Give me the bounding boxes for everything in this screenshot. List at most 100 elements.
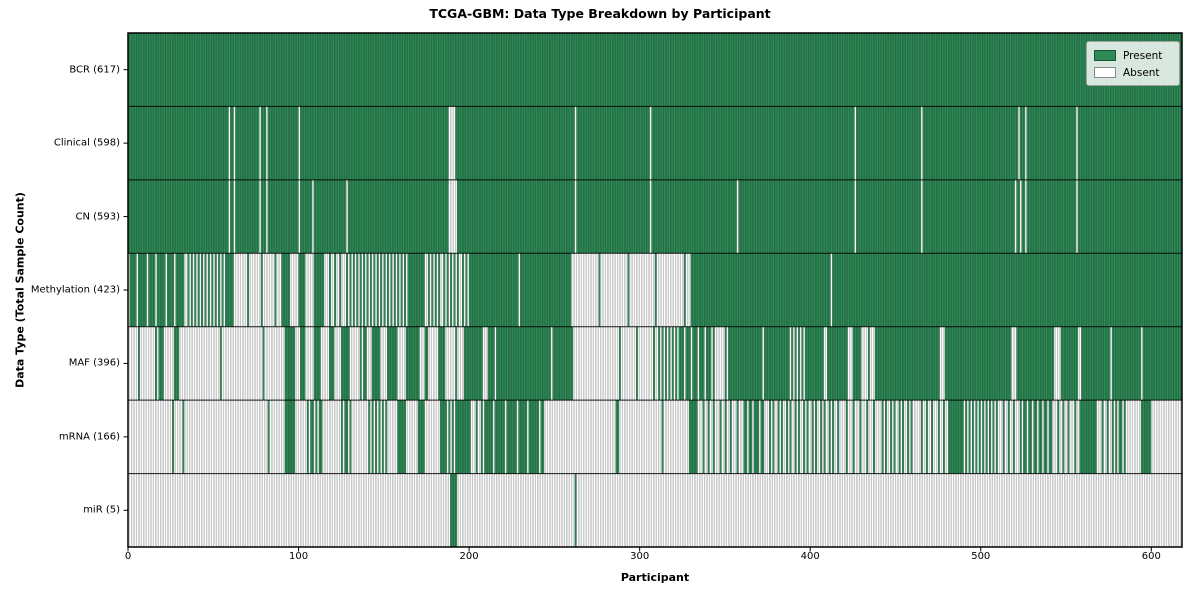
- cell-present: [980, 179, 983, 254]
- cell-absent: [286, 473, 289, 548]
- cell-present: [402, 399, 405, 474]
- cell-present: [845, 179, 848, 254]
- cell-present: [1000, 179, 1004, 254]
- cell-present: [419, 179, 422, 254]
- cell-present: [455, 399, 458, 474]
- cell-absent: [383, 473, 386, 548]
- cell-absent: [1018, 106, 1021, 181]
- cell-absent: [1137, 473, 1140, 548]
- cell-present: [1050, 253, 1053, 327]
- cell-absent: [446, 326, 449, 401]
- cell-present: [748, 106, 751, 181]
- cell-present: [506, 326, 509, 401]
- cell-present: [900, 326, 903, 401]
- cell-present: [755, 32, 758, 107]
- cell-present: [886, 106, 889, 181]
- cell-present: [762, 179, 765, 254]
- cell-present: [385, 399, 388, 474]
- present-swatch-icon: [1094, 50, 1116, 61]
- cell-present: [1028, 179, 1031, 254]
- cell-absent: [569, 399, 572, 474]
- cell-present: [751, 32, 755, 107]
- cell-absent: [736, 179, 739, 254]
- cell-present: [136, 179, 139, 254]
- cell-present: [821, 32, 825, 107]
- cell-present: [300, 179, 303, 254]
- cell-present: [678, 32, 681, 107]
- cell-present: [857, 253, 860, 327]
- cell-present: [567, 326, 570, 401]
- cell-present: [789, 106, 792, 181]
- cell-absent: [659, 253, 663, 327]
- cell-absent: [973, 473, 976, 548]
- cell-present: [671, 32, 675, 107]
- cell-present: [359, 253, 362, 327]
- cell-present: [1069, 106, 1072, 181]
- cell-absent: [405, 473, 408, 548]
- cell-present: [137, 32, 141, 107]
- cell-present: [601, 106, 605, 181]
- cell-present: [421, 179, 424, 254]
- cell-present: [132, 253, 136, 327]
- cell-present: [199, 32, 202, 107]
- cell-absent: [908, 399, 912, 474]
- cell-present: [468, 32, 472, 107]
- cell-present: [1064, 253, 1067, 327]
- cell-present: [651, 32, 654, 107]
- cell-absent: [1169, 473, 1173, 548]
- cell-present: [349, 106, 352, 181]
- cell-absent: [859, 473, 862, 548]
- cell-present: [491, 326, 494, 401]
- cell-absent: [192, 399, 195, 474]
- cell-present: [1038, 253, 1041, 327]
- cell-present: [965, 253, 968, 327]
- cell-present: [617, 32, 620, 107]
- cell-present: [871, 106, 874, 181]
- cell-present: [745, 326, 748, 401]
- cell-present: [618, 32, 622, 107]
- cell-present: [354, 179, 357, 254]
- cell-present: [502, 399, 506, 474]
- cell-absent: [349, 326, 352, 401]
- cell-present: [431, 253, 434, 327]
- cell-absent: [165, 473, 168, 548]
- cell-present: [260, 253, 263, 327]
- cell-present: [859, 32, 862, 107]
- cell-present: [390, 106, 393, 181]
- cell-absent: [961, 473, 964, 548]
- cell-present: [346, 32, 349, 107]
- cell-present: [833, 326, 837, 401]
- cell-absent: [1023, 473, 1026, 548]
- cell-present: [168, 179, 171, 254]
- cell-present: [873, 399, 876, 474]
- cell-absent: [934, 399, 937, 474]
- cell-absent: [589, 399, 593, 474]
- cell-absent: [166, 399, 170, 474]
- cell-present: [156, 32, 159, 107]
- cell-present: [1045, 32, 1048, 107]
- cell-present: [467, 106, 470, 181]
- cell-present: [757, 326, 760, 401]
- cell-present: [421, 399, 424, 474]
- cell-absent: [264, 253, 267, 327]
- cell-absent: [211, 473, 214, 548]
- cell-present: [1144, 326, 1147, 401]
- cell-absent: [431, 399, 434, 474]
- cell-absent: [516, 473, 519, 548]
- cell-present: [415, 326, 419, 401]
- cell-absent: [888, 399, 891, 474]
- cell-absent: [233, 473, 236, 548]
- cell-absent: [649, 253, 652, 327]
- cell-present: [627, 32, 630, 107]
- cell-present: [670, 179, 673, 254]
- cell-present: [383, 253, 386, 327]
- cell-present: [489, 253, 492, 327]
- cell-present: [322, 253, 325, 327]
- cell-present: [937, 399, 941, 474]
- cell-present: [390, 253, 393, 327]
- cell-present: [434, 32, 437, 107]
- cell-present: [804, 326, 808, 401]
- cell-absent: [504, 473, 507, 548]
- cell-present: [971, 179, 975, 254]
- cell-absent: [647, 399, 651, 474]
